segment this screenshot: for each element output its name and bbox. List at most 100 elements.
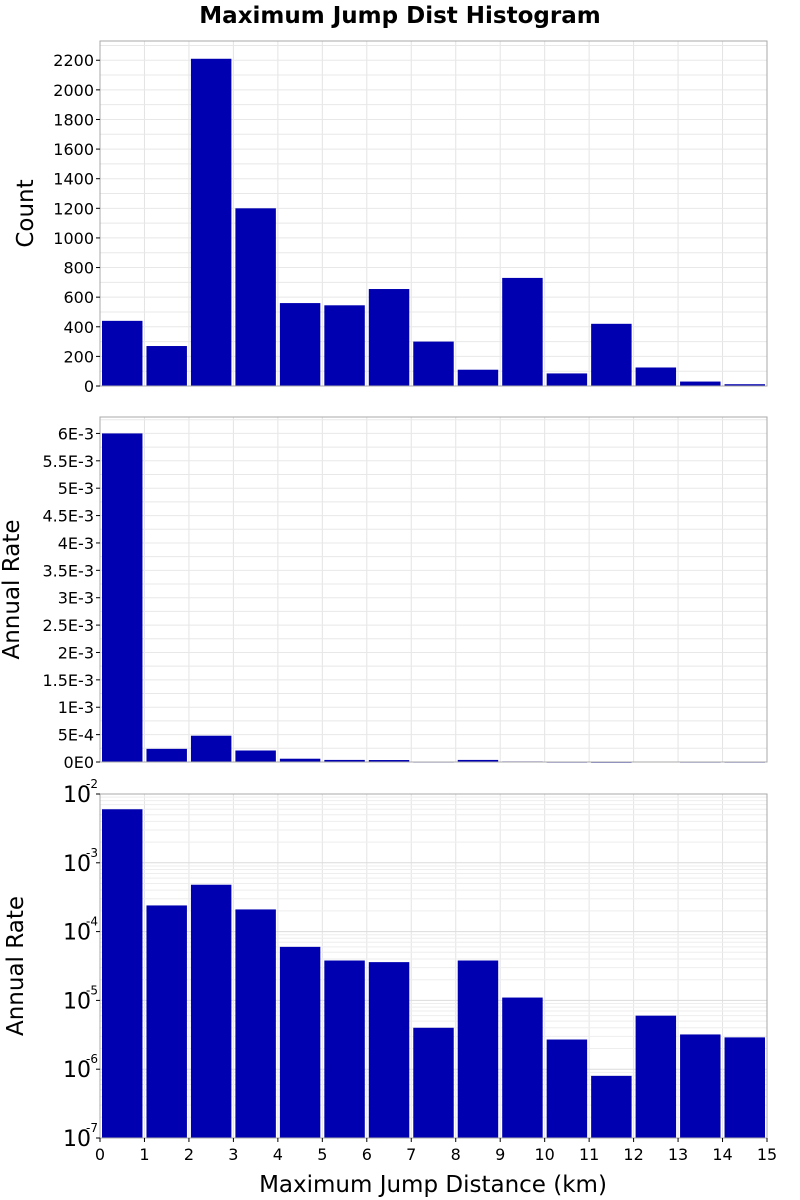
- bar: [680, 1034, 721, 1138]
- bars: [102, 809, 765, 1138]
- bar: [279, 946, 321, 1138]
- x-tick-label: 9: [495, 1145, 505, 1164]
- y-tick-labels: 10-710-610-510-410-310-2: [63, 777, 100, 1152]
- x-tick-labels: 0 1 2 3 4 5 6 7 8 9 10 11 12 13 14 15: [95, 1138, 777, 1164]
- bar: [502, 997, 543, 1138]
- x-tick-label: 0: [95, 1145, 105, 1164]
- y-axis-label: Annual Rate: [0, 520, 25, 660]
- y-tick-label: 10: [63, 989, 91, 1014]
- y-tick-label: 800: [63, 259, 94, 278]
- y-tick-label: 10: [63, 783, 91, 808]
- y-tick-label: 1400: [53, 170, 94, 189]
- plot-frame: [99, 40, 768, 387]
- bar: [102, 433, 143, 762]
- y-tick-label: 5.5E-3: [42, 452, 94, 471]
- y-tick-label: 10: [63, 1127, 91, 1152]
- y-tick-label: 6E-3: [58, 424, 94, 443]
- x-tick-label: 1: [139, 1145, 149, 1164]
- y-tick-label: 10: [63, 1058, 91, 1083]
- bar: [724, 384, 765, 386]
- y-tick-exponent: -6: [86, 1052, 98, 1066]
- x-tick-label: 8: [451, 1145, 461, 1164]
- bar: [146, 748, 187, 762]
- bar: [324, 960, 365, 1138]
- bar: [546, 373, 588, 386]
- bar: [190, 735, 232, 762]
- y-tick-label: 10: [63, 921, 91, 946]
- y-tick-label: 5E-3: [58, 479, 94, 498]
- bar: [146, 905, 187, 1138]
- x-tick-label: 4: [273, 1145, 283, 1164]
- bar: [235, 208, 276, 386]
- y-tick-label: 1.5E-3: [42, 671, 94, 690]
- bar: [413, 341, 454, 386]
- x-tick-label: 2: [184, 1145, 194, 1164]
- bar: [591, 1075, 632, 1138]
- y-tick-label: 2.5E-3: [42, 616, 94, 635]
- bar: [546, 1039, 588, 1138]
- y-tick-exponent: -7: [86, 1121, 98, 1135]
- plot-frame: [99, 793, 768, 1139]
- y-tick-label: 1200: [53, 199, 94, 218]
- bar: [635, 1015, 677, 1138]
- x-tick-label: 11: [579, 1145, 599, 1164]
- bar: [368, 289, 410, 386]
- bar: [235, 750, 276, 762]
- y-tick-label: 0E0: [64, 753, 94, 772]
- y-tick-label: 4E-3: [58, 534, 94, 553]
- plot-area: [100, 417, 767, 762]
- count-histogram-panel: 0 200 400 600 800 1000 1200 1400 1600 1800 2000 220…: [13, 40, 768, 396]
- x-tick-label: 3: [228, 1145, 238, 1164]
- x-tick-label: 7: [406, 1145, 416, 1164]
- bar: [102, 809, 143, 1138]
- y-tick-labels: 0E0 5E-4 1E-3 1.5E-3 2E-3 2.5E-3 3E-3 3.5E-3 4E-…: [42, 424, 100, 772]
- bar: [235, 909, 276, 1138]
- x-tick-label: 10: [534, 1145, 554, 1164]
- y-tick-label: 200: [63, 347, 94, 366]
- y-tick-label: 2200: [53, 51, 94, 70]
- y-tick-label: 1600: [53, 140, 94, 159]
- y-tick-label: 5E-4: [58, 726, 94, 745]
- x-axis-label: Maximum Jump Distance (km): [259, 1172, 607, 1198]
- bar: [190, 58, 232, 386]
- bar: [457, 759, 499, 762]
- bar: [635, 367, 677, 386]
- x-tick-label: 14: [712, 1145, 732, 1164]
- y-tick-exponent: -2: [86, 777, 98, 791]
- y-tick-label: 0: [84, 377, 94, 396]
- chart-title: Maximum Jump Dist Histogram: [199, 3, 600, 29]
- y-tick-label: 2E-3: [58, 643, 94, 662]
- y-tick-label: 3E-3: [58, 589, 94, 608]
- y-tick-label: 1E-3: [58, 698, 94, 717]
- x-tick-label: 12: [623, 1145, 643, 1164]
- bar: [279, 303, 321, 386]
- bar: [324, 759, 365, 762]
- y-tick-label: 3.5E-3: [42, 561, 94, 580]
- y-axis-label: Count: [13, 179, 39, 247]
- x-tick-label: 13: [668, 1145, 688, 1164]
- bar: [457, 960, 499, 1138]
- bar: [368, 962, 410, 1138]
- bar: [680, 381, 721, 386]
- bars: [102, 58, 765, 386]
- y-tick-label: 1000: [53, 229, 94, 248]
- x-tick-label: 5: [317, 1145, 327, 1164]
- y-tick-exponent: -3: [86, 846, 98, 860]
- annual-rate-log-panel: 10-710-610-510-410-310-20 1 2 3 4 5 6 7 8 9 10 11 12…: [3, 777, 777, 1164]
- y-tick-label: 10: [63, 852, 91, 877]
- bar: [457, 369, 499, 386]
- bar: [502, 277, 543, 386]
- bar: [324, 305, 365, 386]
- plot-frame: [99, 416, 768, 763]
- y-tick-exponent: -4: [86, 915, 98, 929]
- y-tick-label: 1800: [53, 110, 94, 129]
- x-tick-label: 15: [757, 1145, 777, 1164]
- x-tick-label: 6: [362, 1145, 372, 1164]
- bar: [146, 346, 187, 386]
- y-tick-label: 4.5E-3: [42, 507, 94, 526]
- bar: [413, 1027, 454, 1138]
- bar: [591, 323, 632, 386]
- y-tick-label: 2000: [53, 81, 94, 100]
- y-tick-labels: 0 200 400 600 800 1000 1200 1400 1600 1800 2000 220…: [53, 51, 100, 396]
